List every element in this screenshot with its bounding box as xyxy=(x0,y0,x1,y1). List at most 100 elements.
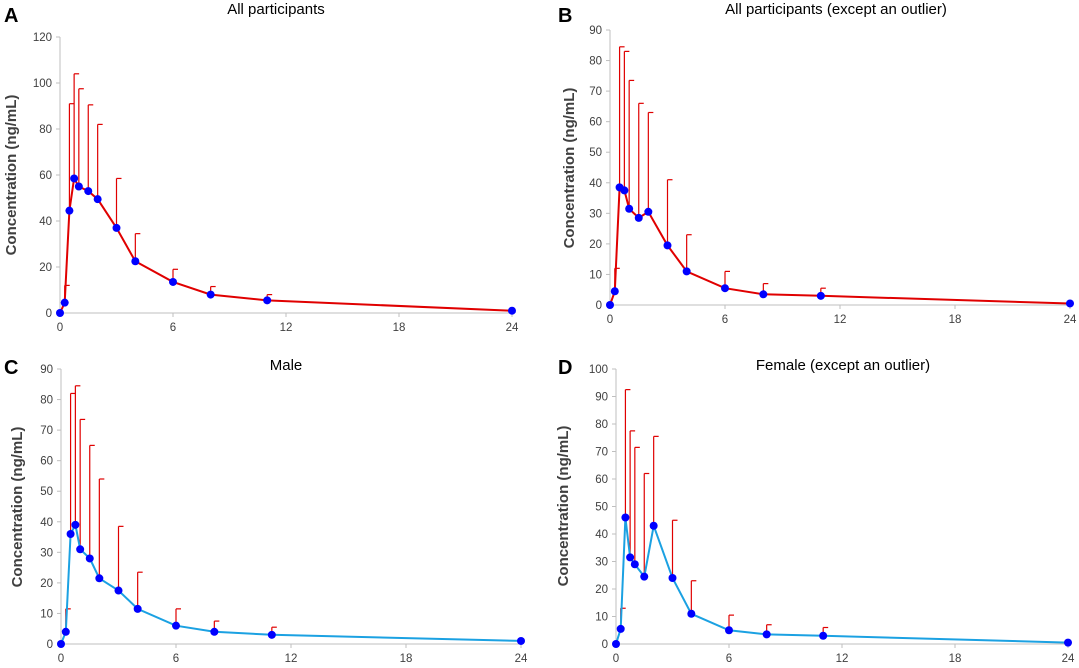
panel-c-data-point xyxy=(85,554,94,563)
panel-d-data-point xyxy=(616,624,625,633)
panel-d-x-tick-label: 6 xyxy=(726,653,732,665)
panel-d-letter: D xyxy=(558,357,572,379)
panel-a-data-point xyxy=(56,309,64,317)
panel-a-data-point xyxy=(263,296,272,305)
panel-a-series-line xyxy=(59,175,513,314)
panel-d-y-tick-label: 0 xyxy=(602,639,608,651)
panel-c-plot-area: 0 10 20 30 40 50 60 70 80 90 0 6 12 18 24 xyxy=(40,364,528,665)
panel-b-data-point xyxy=(759,290,768,299)
panel-a-x-tick-label: 24 xyxy=(506,322,519,334)
panel-b-series-line xyxy=(609,185,1071,306)
panel-a-data-point xyxy=(112,223,121,232)
panel-d-y-tick-label: 100 xyxy=(589,364,608,376)
panel-c-data-point xyxy=(57,640,65,648)
panel-b-y-tick-label: 50 xyxy=(589,147,602,159)
panel-d-data-point xyxy=(1064,638,1072,647)
panel-d-y-tick-label: 80 xyxy=(595,419,608,431)
panel-a-data-point xyxy=(84,187,93,196)
panel-c-title: Male xyxy=(270,357,303,374)
panel-c-x-tick-label: 24 xyxy=(515,653,528,665)
panel-c-x-tick-label: 0 xyxy=(58,653,64,665)
panel-c-data-point xyxy=(76,545,85,554)
panel-a-x-tick-label: 12 xyxy=(280,322,293,334)
panel-b-x-tick-label: 12 xyxy=(834,314,847,326)
panel-c-y-tick-label: 10 xyxy=(40,608,53,620)
panel-b-data-point xyxy=(610,287,619,296)
panel-c-x-tick-label: 6 xyxy=(173,653,179,665)
panel-a-data-point xyxy=(169,277,177,286)
panel-d-y-tick-label: 10 xyxy=(595,612,608,624)
panel-a-x-tick-label: 18 xyxy=(393,322,406,334)
panel-c: C Male Concentration (ng/mL) 0 10 20 30 40 50… xyxy=(4,357,528,665)
panel-b-y-tick-label: 20 xyxy=(589,239,602,251)
panel-c-data-point xyxy=(61,627,70,636)
panel-a-y-tick-label: 100 xyxy=(33,78,52,90)
panel-d-data-point xyxy=(621,513,630,522)
panel-d-data-point xyxy=(649,521,658,530)
panel-a-letter: A xyxy=(4,5,18,27)
panel-d-data-point xyxy=(630,560,639,569)
panel-d-y-tick-label: 40 xyxy=(595,529,608,541)
panel-a-x-tick-label: 6 xyxy=(170,322,176,334)
panel-c-data-point xyxy=(114,586,123,595)
panel-d: D Female (except an outlier) Concentrati… xyxy=(555,357,1075,665)
panel-d-data-point xyxy=(819,631,828,640)
panel-d-x-tick-label: 12 xyxy=(836,653,849,665)
panel-b-y-tick-label: 80 xyxy=(589,56,602,68)
panel-a-y-tick-label: 40 xyxy=(39,216,52,228)
panel-d-data-point xyxy=(725,626,733,635)
panel-b-data-point xyxy=(682,267,691,276)
panel-a-y-tick-label: 0 xyxy=(46,308,52,320)
panel-d-x-tick-label: 24 xyxy=(1062,653,1075,665)
panel-a-y-tick-label: 120 xyxy=(33,32,52,44)
panel-d-plot-area: 0 10 20 30 40 50 60 70 80 90 100 0 6 12 18 24 xyxy=(589,364,1075,665)
panel-c-x-tick-label: 12 xyxy=(285,653,298,665)
panel-b-letter: B xyxy=(558,5,572,27)
panel-a-x-tick-label: 0 xyxy=(57,322,63,334)
panel-c-data-point xyxy=(71,520,80,529)
panel-d-title: Female (except an outlier) xyxy=(756,357,930,374)
panel-d-data-point xyxy=(612,640,620,648)
panel-a-data-point xyxy=(206,290,215,299)
panel-b-y-tick-label: 30 xyxy=(589,208,602,220)
panel-c-y-tick-label: 30 xyxy=(40,547,53,559)
panel-d-data-point xyxy=(640,572,649,581)
panel-c-y-tick-label: 80 xyxy=(40,395,53,407)
panel-c-data-point xyxy=(210,627,219,636)
panel-c-data-point xyxy=(95,574,104,583)
panel-d-y-tick-label: 60 xyxy=(595,474,608,486)
panel-d-y-tick-label: 70 xyxy=(595,447,608,459)
panel-a-y-tick-label: 20 xyxy=(39,262,52,274)
panel-b-data-point xyxy=(663,241,672,250)
panel-c-data-point xyxy=(267,630,276,639)
panel-d-x-tick-label: 0 xyxy=(613,653,619,665)
panel-b-y-tick-label: 0 xyxy=(596,300,602,312)
panel-d-data-point xyxy=(762,630,771,639)
panel-b-y-axis-label: Concentration (ng/mL) xyxy=(561,88,578,249)
panel-c-y-tick-label: 60 xyxy=(40,456,53,468)
panel-d-data-point xyxy=(687,609,696,618)
panel-c-y-tick-label: 90 xyxy=(40,364,53,376)
panel-c-y-tick-label: 0 xyxy=(47,639,53,651)
panel-b-y-tick-label: 90 xyxy=(589,25,602,37)
panel-b-x-tick-label: 6 xyxy=(722,314,728,326)
panel-a-plot-area: 0 20 40 60 80 100 120 0 6 12 18 24 xyxy=(33,32,519,334)
panel-b-y-tick-label: 70 xyxy=(589,86,602,98)
panel-b-data-point xyxy=(620,186,629,195)
panel-b-data-point xyxy=(816,291,825,300)
panel-a-data-point xyxy=(65,206,74,215)
panel-d-y-tick-label: 20 xyxy=(595,584,608,596)
panel-c-series-line xyxy=(60,521,522,645)
panel-b-x-tick-label: 24 xyxy=(1064,314,1077,326)
panel-c-y-tick-label: 40 xyxy=(40,517,53,529)
panel-a: A All participants Concentration (ng/mL)… xyxy=(3,1,519,334)
panel-d-x-tick-label: 18 xyxy=(949,653,962,665)
panel-a-data-point xyxy=(131,257,140,266)
panel-c-data-point xyxy=(66,530,75,538)
panel-d-data-point xyxy=(668,574,677,582)
panel-c-letter: C xyxy=(4,357,18,379)
panel-b-x-tick-label: 0 xyxy=(607,314,613,326)
panel-b-y-tick-label: 60 xyxy=(589,117,602,129)
panel-b-plot-area: 0 10 20 30 40 50 60 70 80 90 0 6 12 18 24 xyxy=(589,25,1077,326)
panel-b: B All participants (except an outlier) C… xyxy=(558,1,1077,326)
